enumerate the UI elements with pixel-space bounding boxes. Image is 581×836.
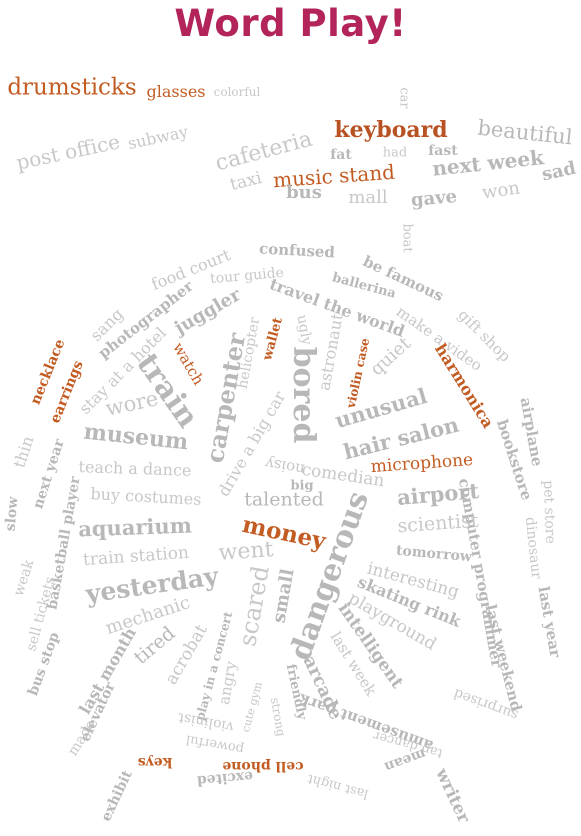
word-keyboard: keyboard [334,117,448,143]
word-yesterday: yesterday [83,561,221,609]
word-mall: mall [348,187,388,208]
word-train-station: train station [82,542,190,571]
word-buy-costumes: buy costumes [90,484,202,509]
word-wallet: wallet [260,315,286,363]
word-confused: confused [258,239,336,262]
word-excited: excited [196,767,254,789]
word-aquarium: aquarium [77,512,193,542]
word-bored: bored [286,346,321,444]
word-mean: mean [382,745,428,775]
word-keys: keys [137,754,173,770]
word-last-night: last night [305,770,371,802]
word-went: went [217,537,275,566]
word-won: won [480,177,522,204]
word-noisy: noisy [263,454,307,479]
word-slow: slow [2,496,22,532]
word-pet-store: pet store [539,479,559,545]
word-last-year: last year [534,584,565,659]
page-title: Word Play! [174,2,407,45]
word-weak: weak [10,557,38,599]
word-colorful: colorful [213,85,261,99]
word-boat: boat [399,223,415,253]
word-car: car [396,87,412,109]
word-had: had [382,145,408,161]
word-strong: strong [267,696,289,738]
word-bus: bus [286,182,322,203]
word-next-year-left: next year [30,437,68,511]
word-subway: subway [126,121,190,154]
word-tomorrow: tomorrow [395,542,473,566]
word-exhibit: exhibit [98,768,136,824]
word-drumsticks: drumsticks [7,74,137,101]
word-glasses: glasses [146,82,206,101]
word-taxi: taxi [227,167,264,196]
word-ugly: ugly [293,313,315,347]
word-teach-a-dance: teach a dance [78,457,192,480]
word-big: big [290,478,314,494]
word-scared: scared [233,563,275,649]
word-cute-gym: cute gym [239,680,265,734]
word-violinist: violinist [176,709,236,735]
word-angry: angry [214,659,241,707]
word-sad: sad [539,157,578,186]
word-writer: writer [431,765,474,827]
word-powerful: powerful [184,731,246,757]
word-fat: fat [330,147,352,163]
word-microphone: microphone [370,449,474,478]
word-quiet: quiet [366,333,416,381]
word-be-famous: be famous [360,252,447,306]
word-dinosaur: dinosaur [521,516,545,580]
word-talented: talented [244,488,324,511]
word-post-office: post office [14,129,122,175]
word-gave: gave [410,186,458,211]
word-beautiful: beautiful [476,115,574,150]
word-thin: thin [9,433,38,471]
word-small: small [268,567,299,625]
word-fast: fast [428,143,458,159]
